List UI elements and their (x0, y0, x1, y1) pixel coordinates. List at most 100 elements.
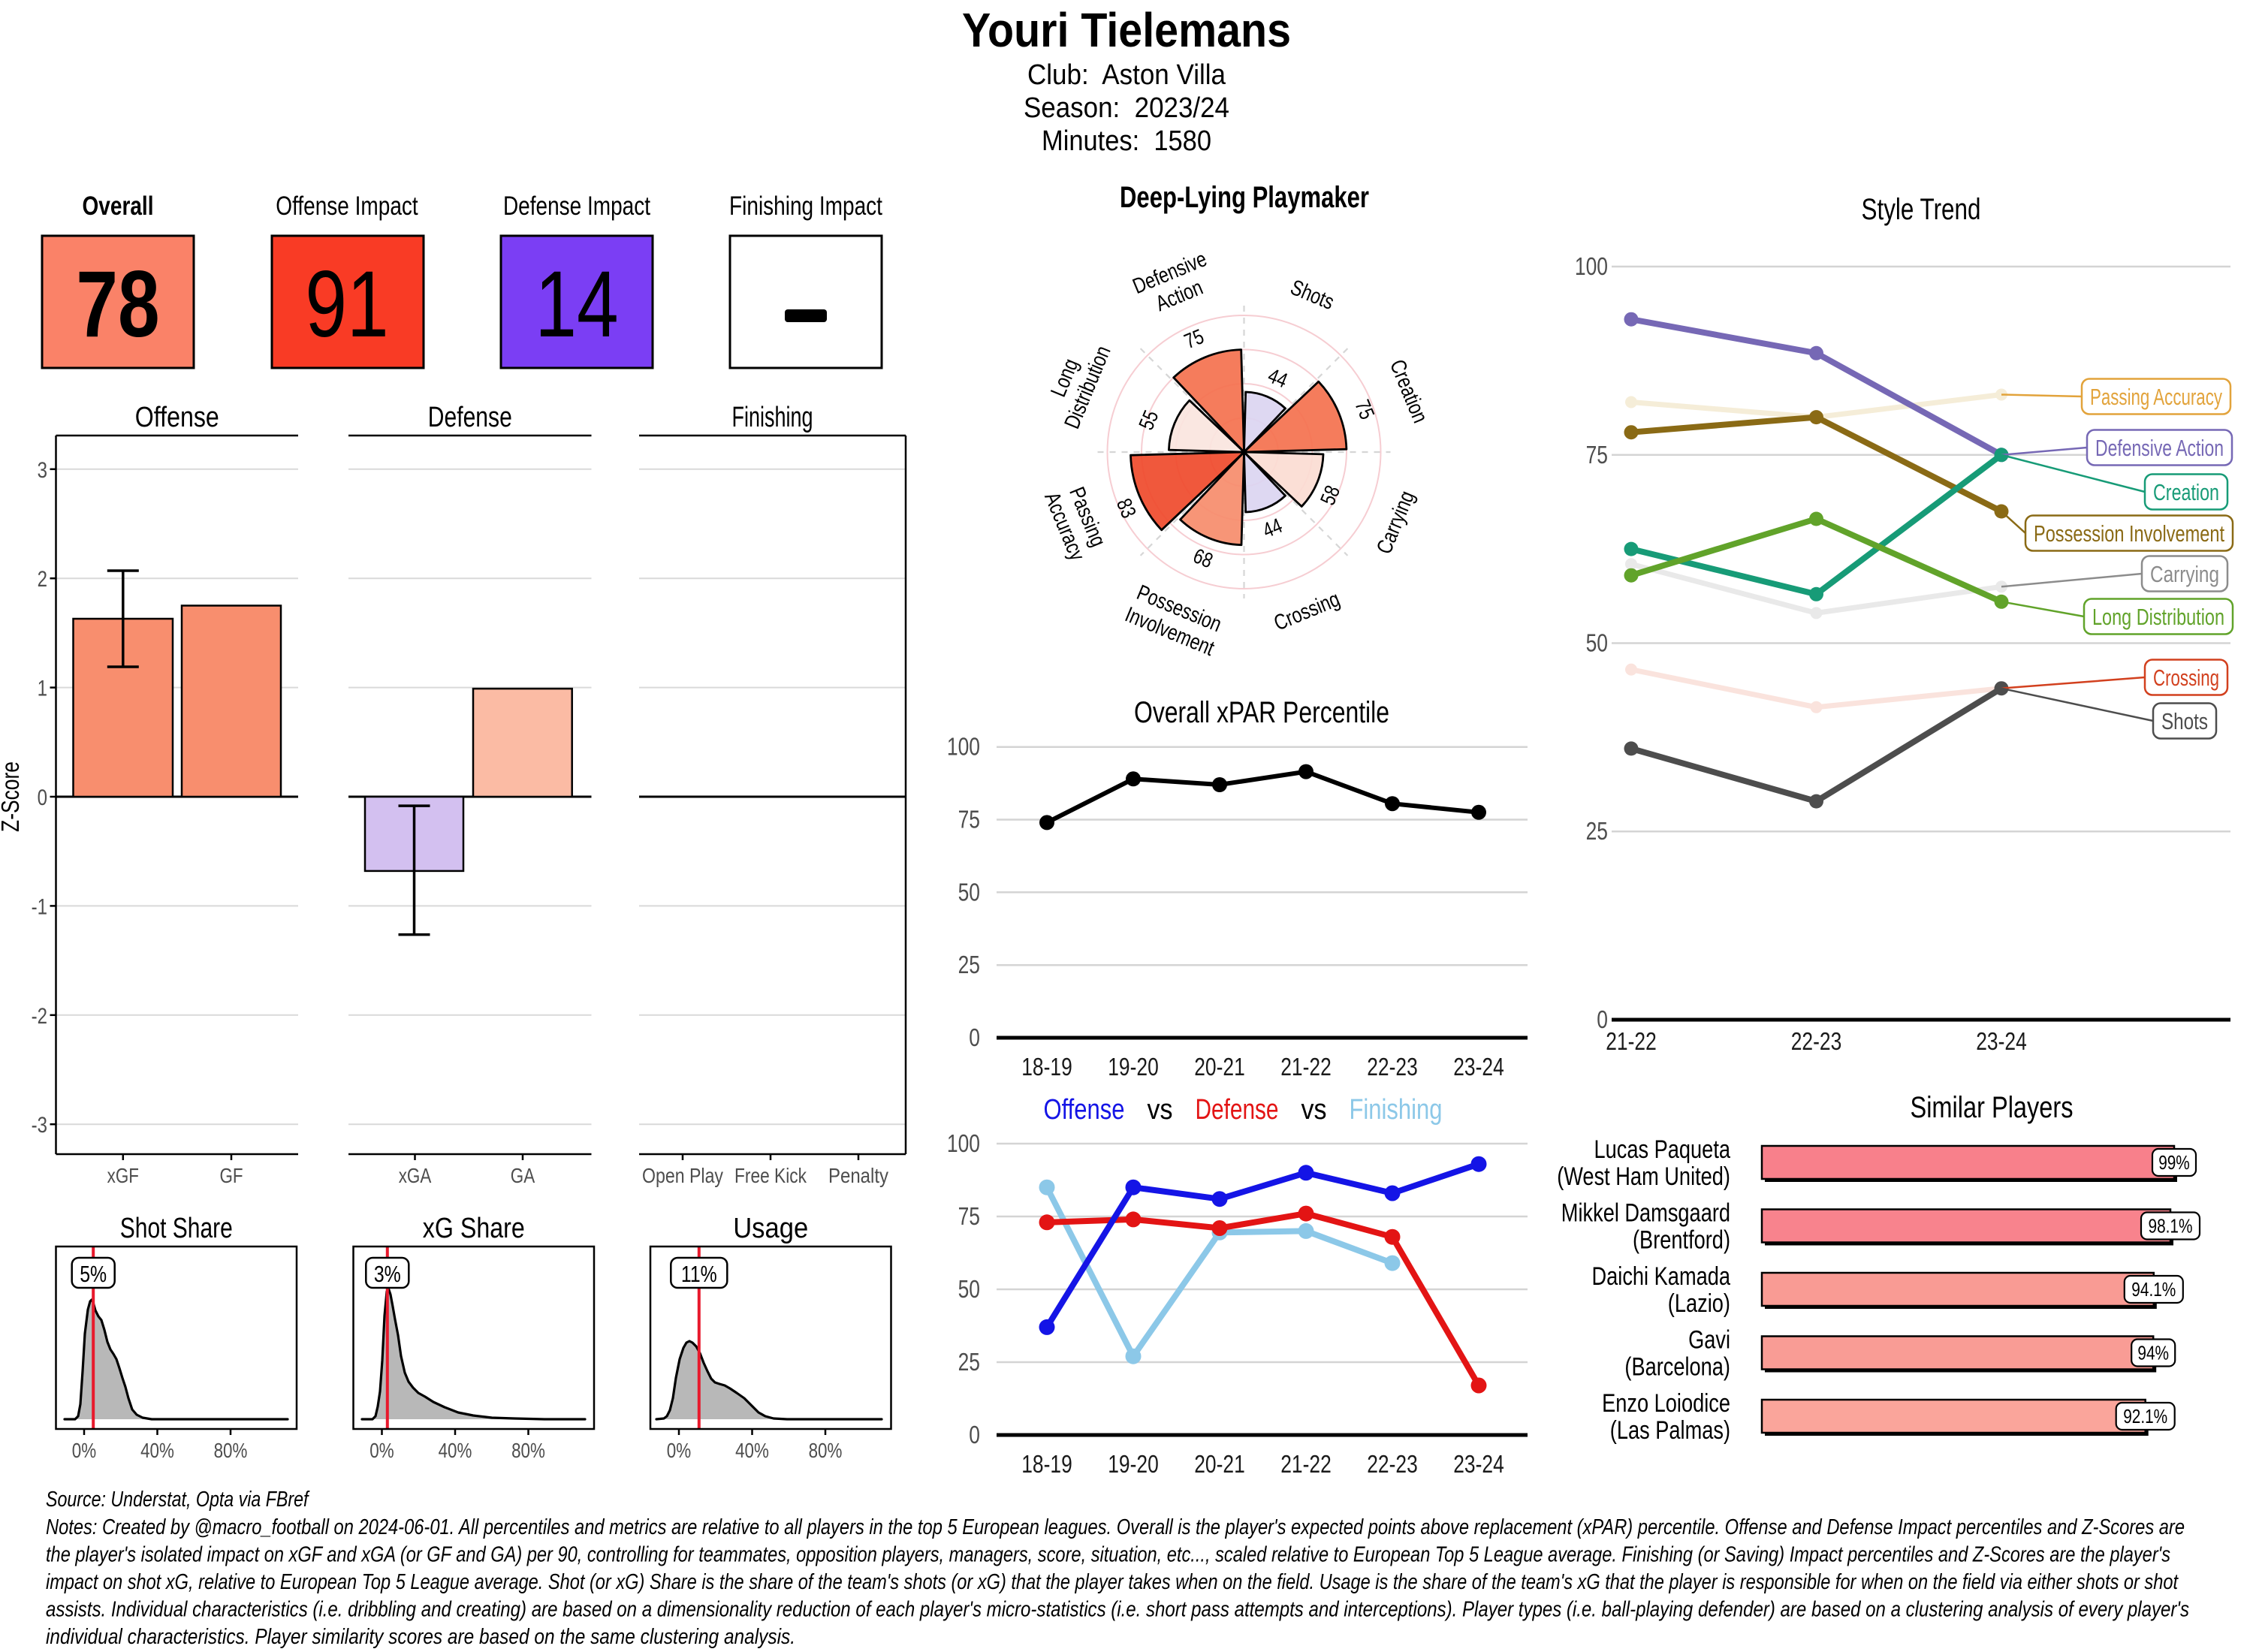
svg-text:Defense Impact: Defense Impact (503, 191, 650, 221)
svg-text:0: 0 (1597, 1005, 1608, 1033)
svg-text:Minutes: 1580: Minutes: 1580 (1042, 125, 1211, 157)
svg-text:Usage: Usage (733, 1213, 808, 1244)
svg-text:Finishing: Finishing (732, 402, 813, 433)
svg-text:99%: 99% (2158, 1151, 2190, 1174)
svg-text:Finishing Impact: Finishing Impact (729, 191, 882, 221)
svg-text:75: 75 (958, 1202, 980, 1230)
svg-text:Offense Impact: Offense Impact (276, 191, 418, 221)
svg-text:0%: 0% (369, 1439, 394, 1462)
svg-text:98.1%: 98.1% (2149, 1215, 2193, 1237)
svg-text:23-24: 23-24 (1453, 1450, 1504, 1478)
svg-text:Mikkel Damsgaard: Mikkel Damsgaard (1561, 1199, 1730, 1228)
svg-text:50: 50 (1586, 629, 1608, 657)
svg-text:0: 0 (969, 1421, 980, 1449)
svg-text:Source: Understat, Opta via FB: Source: Understat, Opta via FBref (46, 1488, 310, 1512)
svg-text:22-23: 22-23 (1367, 1053, 1418, 1081)
svg-text:40%: 40% (140, 1439, 174, 1462)
svg-text:Gavi: Gavi (1688, 1326, 1730, 1355)
svg-text:(West Ham United): (West Ham United) (1557, 1162, 1730, 1191)
svg-text:18-19: 18-19 (1021, 1450, 1072, 1478)
svg-text:Passing Accuracy: Passing Accuracy (2090, 384, 2222, 410)
svg-text:21-22: 21-22 (1606, 1027, 1657, 1055)
svg-text:-1: -1 (32, 894, 47, 919)
svg-text:0: 0 (969, 1023, 980, 1051)
svg-text:21-22: 21-22 (1280, 1053, 1332, 1081)
svg-text:individual characteristics. Pl: individual characteristics. Player simil… (46, 1625, 795, 1649)
svg-text:xG Share: xG Share (423, 1213, 525, 1244)
svg-text:23-24: 23-24 (1453, 1053, 1504, 1081)
svg-text:18-19: 18-19 (1021, 1053, 1072, 1081)
svg-text:Overall xPAR Percentile: Overall xPAR Percentile (1134, 696, 1389, 729)
svg-text:100: 100 (947, 1129, 980, 1157)
svg-text:Open Play: Open Play (642, 1164, 723, 1187)
svg-text:Defense: Defense (428, 402, 512, 433)
svg-text:Lucas Paqueta: Lucas Paqueta (1594, 1135, 1731, 1164)
svg-text:Notes: Created by @macro_footb: Notes: Created by @macro_football on 202… (46, 1515, 2185, 1539)
svg-text:80%: 80% (511, 1439, 545, 1462)
svg-text:0%: 0% (72, 1439, 96, 1462)
svg-text:(Barcelona): (Barcelona) (1624, 1353, 1730, 1382)
svg-text:GF: GF (219, 1164, 243, 1187)
svg-text:92.1%: 92.1% (2123, 1405, 2167, 1427)
svg-text:2: 2 (38, 567, 47, 592)
svg-text:Overall: Overall (83, 191, 154, 221)
svg-text:11%: 11% (681, 1261, 717, 1287)
svg-text:Free Kick: Free Kick (734, 1164, 807, 1187)
svg-text:91: 91 (305, 252, 388, 357)
svg-text:40%: 40% (735, 1439, 769, 1462)
svg-text:Season: 2023/24: Season: 2023/24 (1024, 92, 1229, 124)
svg-text:(Lazio): (Lazio) (1668, 1289, 1730, 1318)
svg-text:Defense: Defense (1196, 1094, 1279, 1126)
svg-text:50: 50 (958, 878, 980, 906)
svg-text:Defensive Action: Defensive Action (2095, 435, 2224, 461)
svg-text:22-23: 22-23 (1791, 1027, 1842, 1055)
svg-text:-2: -2 (32, 1004, 47, 1029)
svg-text:40%: 40% (439, 1439, 472, 1462)
svg-text:0%: 0% (667, 1439, 691, 1462)
svg-text:22-23: 22-23 (1367, 1450, 1418, 1478)
svg-text:20-21: 20-21 (1194, 1053, 1245, 1081)
svg-text:Crossing: Crossing (2153, 665, 2219, 691)
svg-text:80%: 80% (214, 1439, 248, 1462)
svg-text:Finishing: Finishing (1350, 1094, 1443, 1126)
svg-text:vs: vs (1148, 1094, 1173, 1126)
svg-text:100: 100 (947, 733, 980, 761)
svg-text:80%: 80% (809, 1439, 843, 1462)
svg-text:xGF: xGF (107, 1164, 139, 1187)
svg-text:Shot Share: Shot Share (120, 1213, 233, 1244)
svg-text:25: 25 (958, 1348, 980, 1376)
svg-text:the player's isolated impact o: the player's isolated impact on xGF and … (46, 1543, 2170, 1567)
svg-text:Long Distribution: Long Distribution (2092, 604, 2224, 630)
svg-text:Offense: Offense (135, 402, 219, 433)
svg-text:75: 75 (1586, 441, 1608, 469)
svg-text:Style Trend: Style Trend (1862, 193, 1981, 226)
svg-text:impact on shot xG, relative to: impact on shot xG, relative to European … (46, 1570, 2179, 1594)
svg-text:Penalty: Penalty (828, 1164, 888, 1187)
svg-text:Carrying: Carrying (2150, 561, 2219, 587)
svg-text:Enzo Loiodice: Enzo Loiodice (1602, 1389, 1730, 1418)
svg-text:21-22: 21-22 (1280, 1450, 1332, 1478)
svg-text:94%: 94% (2137, 1342, 2169, 1364)
svg-text:23-24: 23-24 (1976, 1027, 2027, 1055)
svg-text:0: 0 (38, 785, 47, 810)
svg-text:(Las Palmas): (Las Palmas) (1610, 1416, 1730, 1445)
svg-text:20-21: 20-21 (1194, 1450, 1245, 1478)
svg-text:Club: Aston Villa: Club: Aston Villa (1027, 59, 1226, 91)
svg-text:Z-Score: Z-Score (0, 761, 24, 832)
svg-text:3%: 3% (374, 1261, 401, 1287)
svg-text:78: 78 (76, 252, 159, 357)
svg-text:(Brentford): (Brentford) (1633, 1226, 1730, 1255)
svg-text:xGA: xGA (399, 1164, 432, 1187)
svg-text:Youri Tielemans: Youri Tielemans (962, 3, 1291, 57)
svg-text:50: 50 (958, 1275, 980, 1303)
svg-text:3: 3 (38, 458, 47, 483)
svg-text:75: 75 (958, 806, 980, 834)
svg-text:94.1%: 94.1% (2131, 1278, 2176, 1301)
svg-text:5%: 5% (80, 1261, 107, 1287)
svg-text:19-20: 19-20 (1108, 1450, 1159, 1478)
svg-text:assists. Individual characteri: assists. Individual characteristics (i.e… (46, 1598, 2189, 1622)
svg-text:19-20: 19-20 (1108, 1053, 1159, 1081)
svg-text:Daichi Kamada: Daichi Kamada (1592, 1262, 1731, 1291)
svg-text:100: 100 (1575, 252, 1608, 280)
svg-text:14: 14 (535, 252, 618, 357)
